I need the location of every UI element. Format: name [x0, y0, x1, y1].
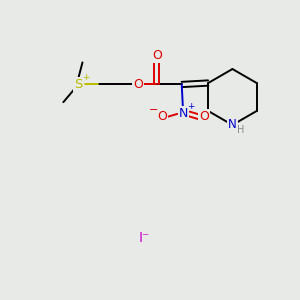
- Text: S: S: [74, 78, 82, 91]
- Text: O: O: [200, 110, 209, 123]
- Text: −: −: [149, 104, 158, 115]
- Text: N: N: [178, 107, 188, 120]
- Text: +: +: [187, 102, 194, 111]
- Text: +: +: [82, 73, 89, 82]
- Text: N: N: [228, 118, 237, 131]
- Text: O: O: [152, 50, 162, 62]
- Text: O: O: [134, 78, 143, 91]
- Text: I⁻: I⁻: [138, 231, 150, 245]
- Text: H: H: [237, 125, 244, 135]
- Text: O: O: [157, 110, 167, 123]
